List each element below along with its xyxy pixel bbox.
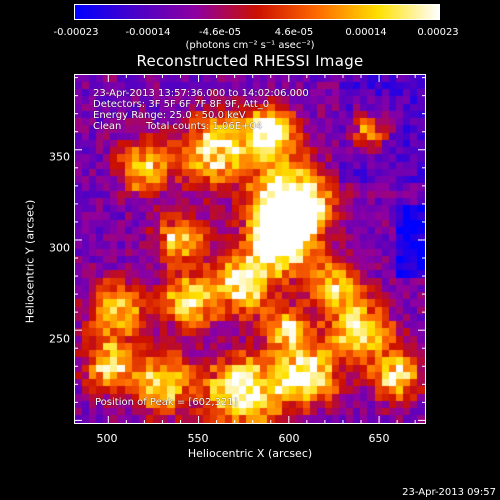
colorbar-units: (photons cm⁻² s⁻¹ asec⁻²) [185,40,315,51]
colorbar-tick-label: -0.00023 [53,27,99,38]
heatmap-image [75,75,425,423]
colorbar-tick-label: 4.6e-05 [274,27,314,38]
x-tick-label: 550 [187,432,209,445]
colorbar [74,4,440,20]
plot-frame [74,74,426,424]
x-tick-label: 500 [96,432,118,445]
annotation-detectors: Detectors: 3F 5F 6F 7F 8F 9F, Att_0 [93,99,270,110]
colorbar-tick-label: 0.00023 [417,27,459,38]
x-axis-label: Heliocentric X (arcsec) [187,447,313,460]
colorbar-tick-label: 0.00014 [345,27,387,38]
colorbar-tick-label: -0.00014 [125,27,171,38]
annotation-energy-range: Energy Range: 25.0 - 50.0 keV [93,110,246,121]
annotation-total-counts: Total counts: 1.06E+04 [146,121,263,132]
x-tick-label: 600 [278,432,300,445]
annotation-time-range: 23-Apr-2013 13:57:36.000 to 14:02:06.000 [93,88,309,99]
y-tick-label: 250 [49,332,70,346]
colorbar-tick-label: -4.6e-05 [199,27,241,38]
plot-title: Reconstructed RHESSI Image [136,52,364,70]
y-axis-label: Heliocentric Y (arcsec) [23,199,37,324]
annotation-peak-position: Position of Peak = [602,321] [95,397,238,408]
x-tick-label: 650 [368,432,390,445]
render-timestamp: 23-Apr-2013 09:57 [402,487,496,498]
y-tick-label: 300 [49,241,70,255]
y-tick-label: 350 [49,150,70,164]
annotation-method: Clean [93,121,122,132]
